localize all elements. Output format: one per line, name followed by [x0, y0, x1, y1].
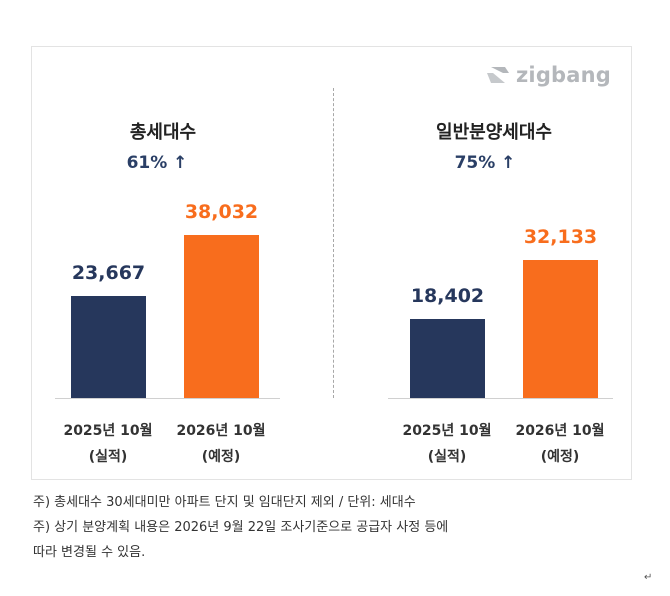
tick-period: 2026년 10월 [176, 423, 266, 439]
tick-period: 2026년 10월 [515, 423, 605, 439]
tick-status: (실적) [88, 449, 128, 465]
zigbang-logo-text: zigbang [516, 63, 612, 87]
value-label-total-2026: 38,032 [184, 201, 259, 223]
tick-period: 2025년 10월 [63, 423, 153, 439]
bar-total-2025 [71, 296, 146, 398]
tick-status: (예정) [540, 449, 580, 465]
return-mark: ↵ [644, 572, 653, 583]
footnote-1: 주) 총세대수 30세대미만 아파트 단지 및 임대단지 제외 / 단위: 세대… [33, 495, 416, 510]
tick-label-total-2026: 2026년 10월 (예정) [161, 418, 281, 470]
footnotes: 주) 총세대수 30세대미만 아파트 단지 및 임대단지 제외 / 단위: 세대… [33, 490, 448, 565]
chart-divider [333, 88, 334, 398]
tick-status: (실적) [427, 449, 467, 465]
chart-baseline-1 [388, 398, 613, 399]
tick-status: (예정) [201, 449, 241, 465]
footnote-3: 따라 변경될 수 있음. [33, 545, 146, 560]
bar-total-2026 [184, 235, 259, 398]
zigbang-logo-icon [487, 67, 509, 83]
growth-total-households: 61% ↑ [126, 153, 188, 173]
bar-general-2025 [410, 319, 485, 398]
zigbang-logo: zigbang [485, 63, 611, 87]
value-label-total-2025: 23,667 [71, 262, 146, 284]
tick-period: 2025년 10월 [402, 423, 492, 439]
tick-label-general-2025: 2025년 10월 (실적) [387, 418, 507, 470]
chart-title-general-sale-households: 일반분양세대수 [436, 122, 552, 143]
chart-baseline-0 [55, 398, 280, 399]
value-label-general-2025: 18,402 [410, 285, 485, 307]
chart-title-total-households: 총세대수 [129, 122, 197, 143]
tick-label-general-2026: 2026년 10월 (예정) [500, 418, 620, 470]
footnote-2: 주) 상기 분양계획 내용은 2026년 9월 22일 조사기준으로 공급자 사… [33, 520, 449, 535]
bar-general-2026 [523, 260, 598, 398]
growth-general-sale-households: 75% ↑ [454, 153, 516, 173]
tick-label-total-2025: 2025년 10월 (실적) [48, 418, 168, 470]
value-label-general-2026: 32,133 [523, 226, 598, 248]
